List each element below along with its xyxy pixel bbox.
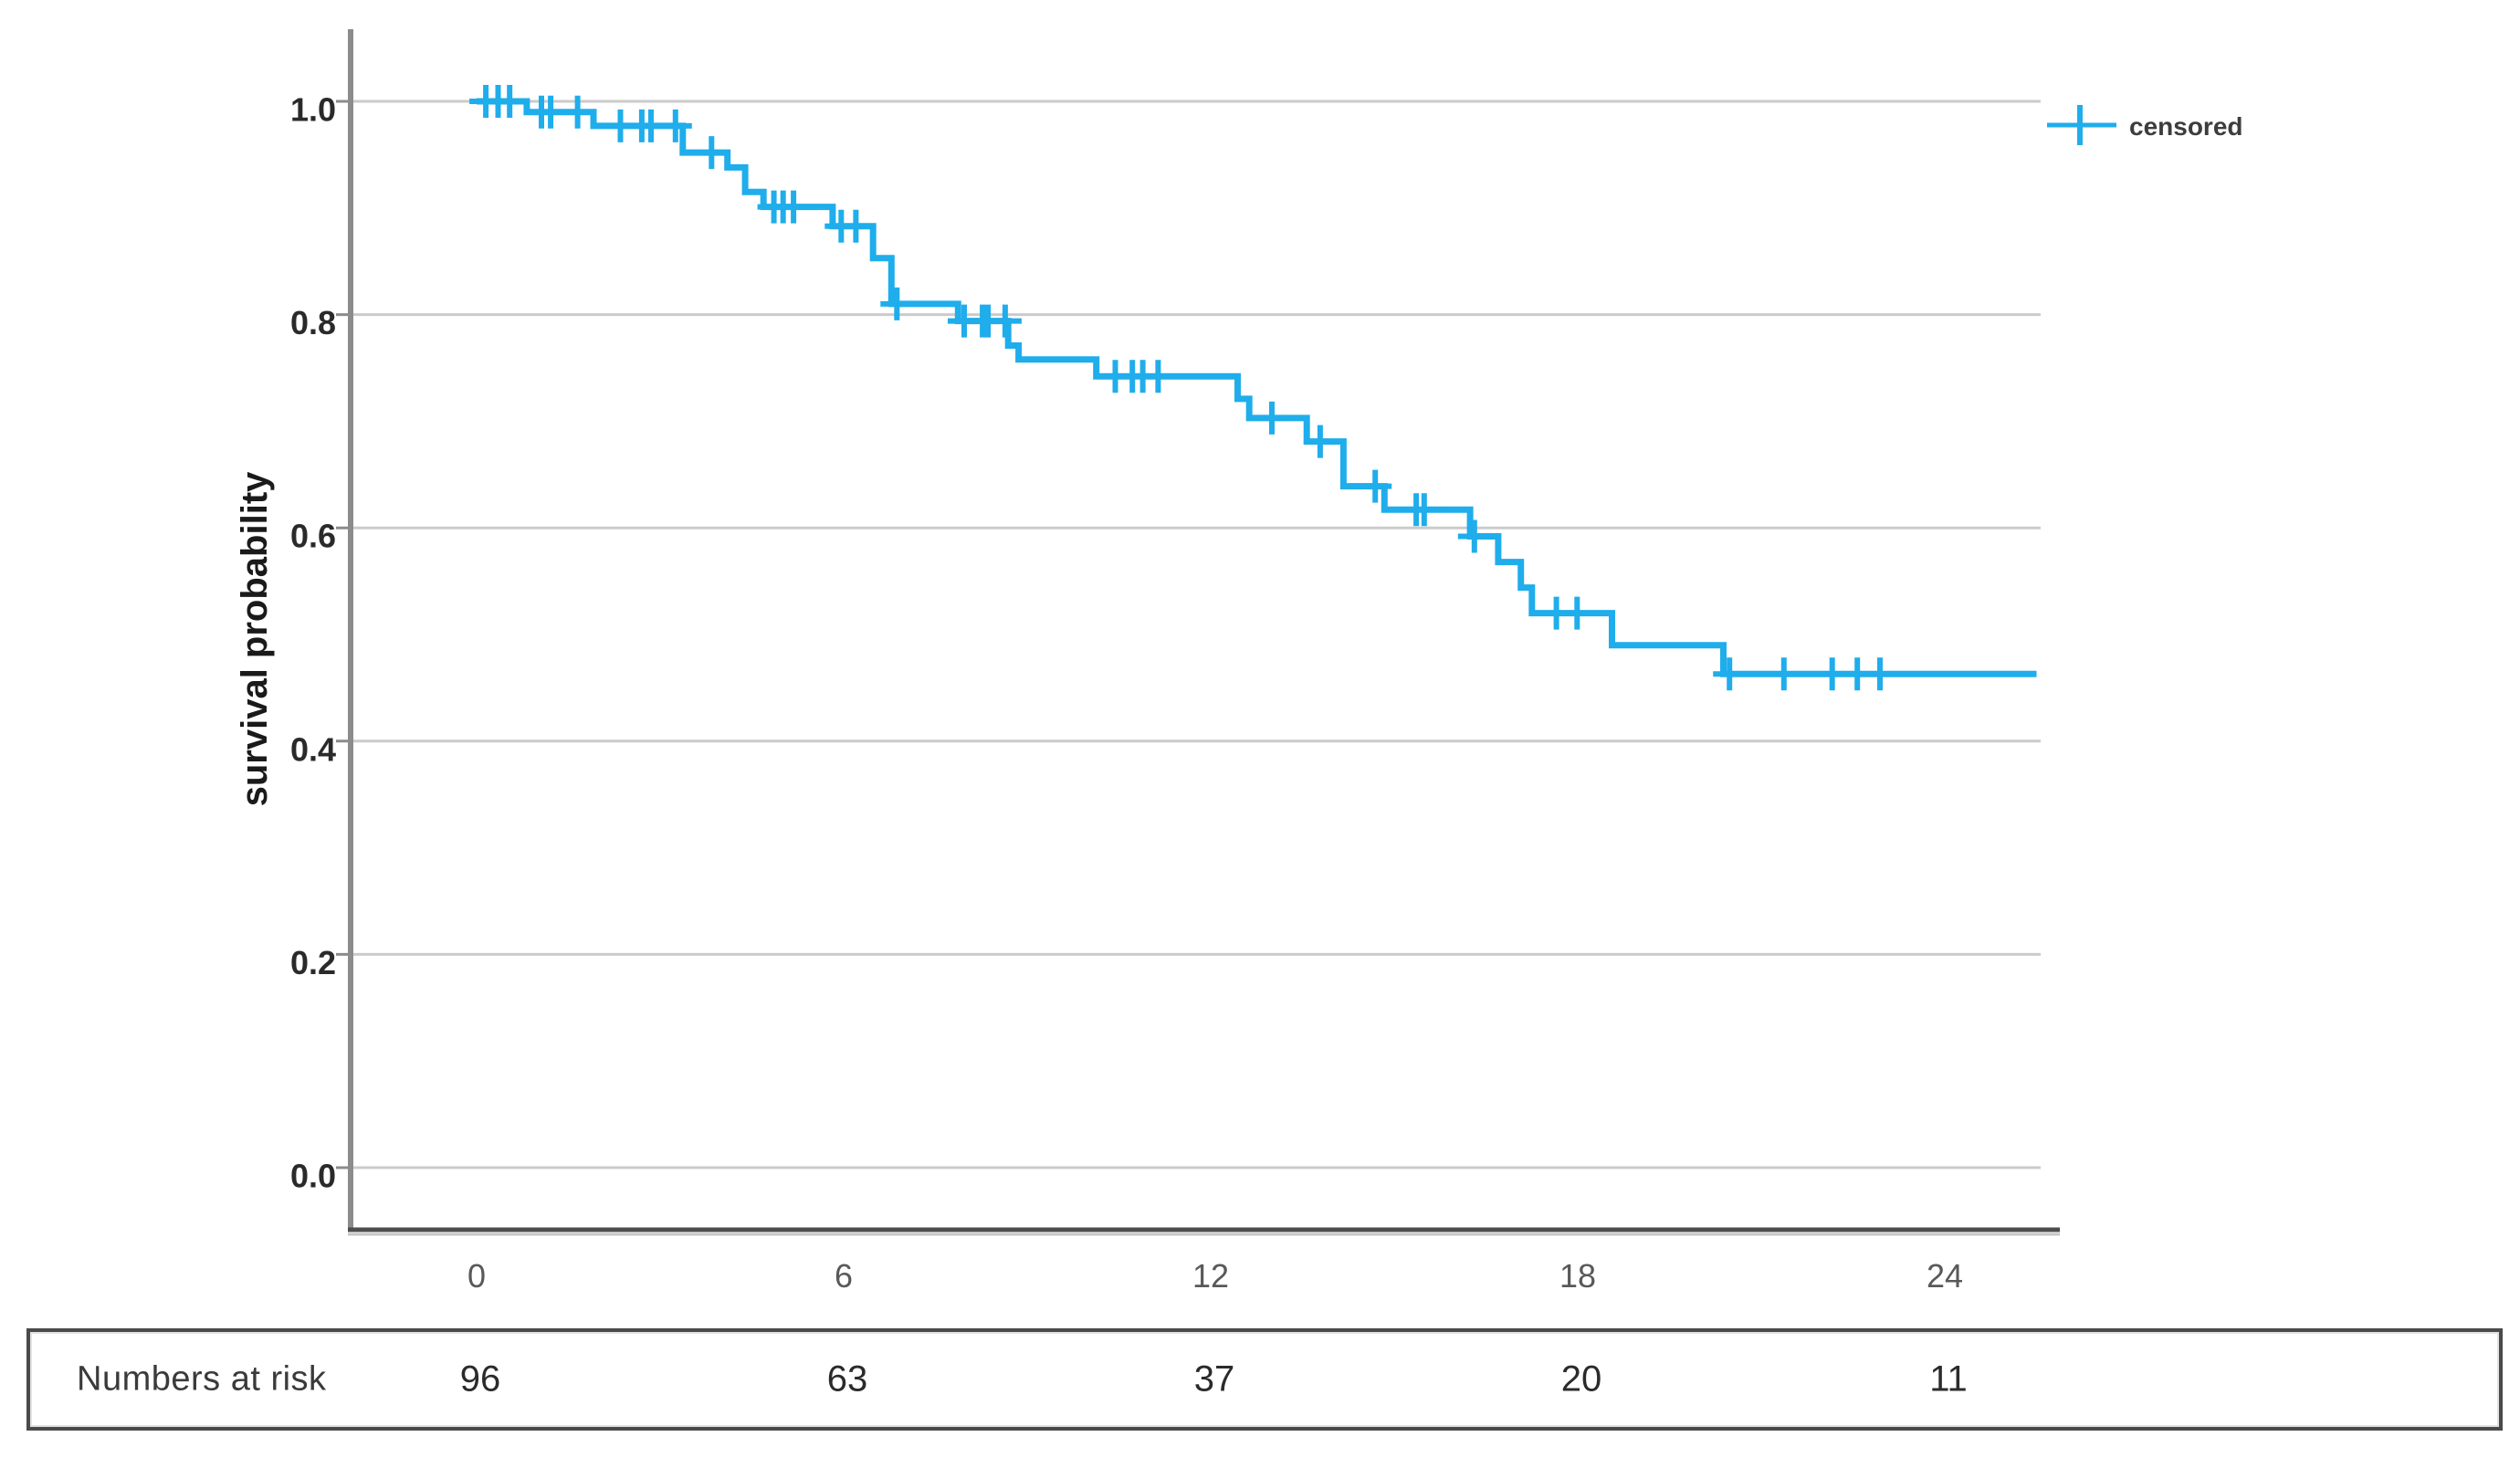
- risk-value: 63: [826, 1358, 868, 1400]
- survival-curve: [477, 98, 2037, 677]
- x-tick-label: 18: [1559, 1257, 1596, 1295]
- x-tick-label: 12: [1192, 1257, 1229, 1295]
- y-tick-label: 0.6: [290, 518, 336, 555]
- x-tick-label: 24: [1927, 1257, 1963, 1295]
- y-tick-label: 1.0: [290, 91, 336, 129]
- risk-value: 37: [1193, 1358, 1235, 1400]
- legend-label: censored: [2129, 112, 2243, 141]
- risk-value: 11: [1929, 1358, 1968, 1400]
- risk-value: 96: [459, 1358, 501, 1400]
- risk-table-label: Numbers at risk: [77, 1359, 327, 1399]
- y-tick-label: 0.4: [290, 730, 336, 768]
- y-tick-label: 0.2: [290, 944, 336, 981]
- y-tick-label: 0.0: [290, 1158, 336, 1195]
- y-tick-label: 0.8: [290, 304, 336, 341]
- risk-value: 20: [1560, 1358, 1602, 1400]
- numbers-at-risk-table: Numbers at risk 96 63 37 20 11: [26, 1328, 2503, 1431]
- x-tick-label: 6: [835, 1257, 853, 1295]
- censored-marks: [469, 85, 1896, 691]
- y-axis-title: survival probability: [235, 471, 275, 807]
- x-tick-label: 0: [467, 1257, 486, 1295]
